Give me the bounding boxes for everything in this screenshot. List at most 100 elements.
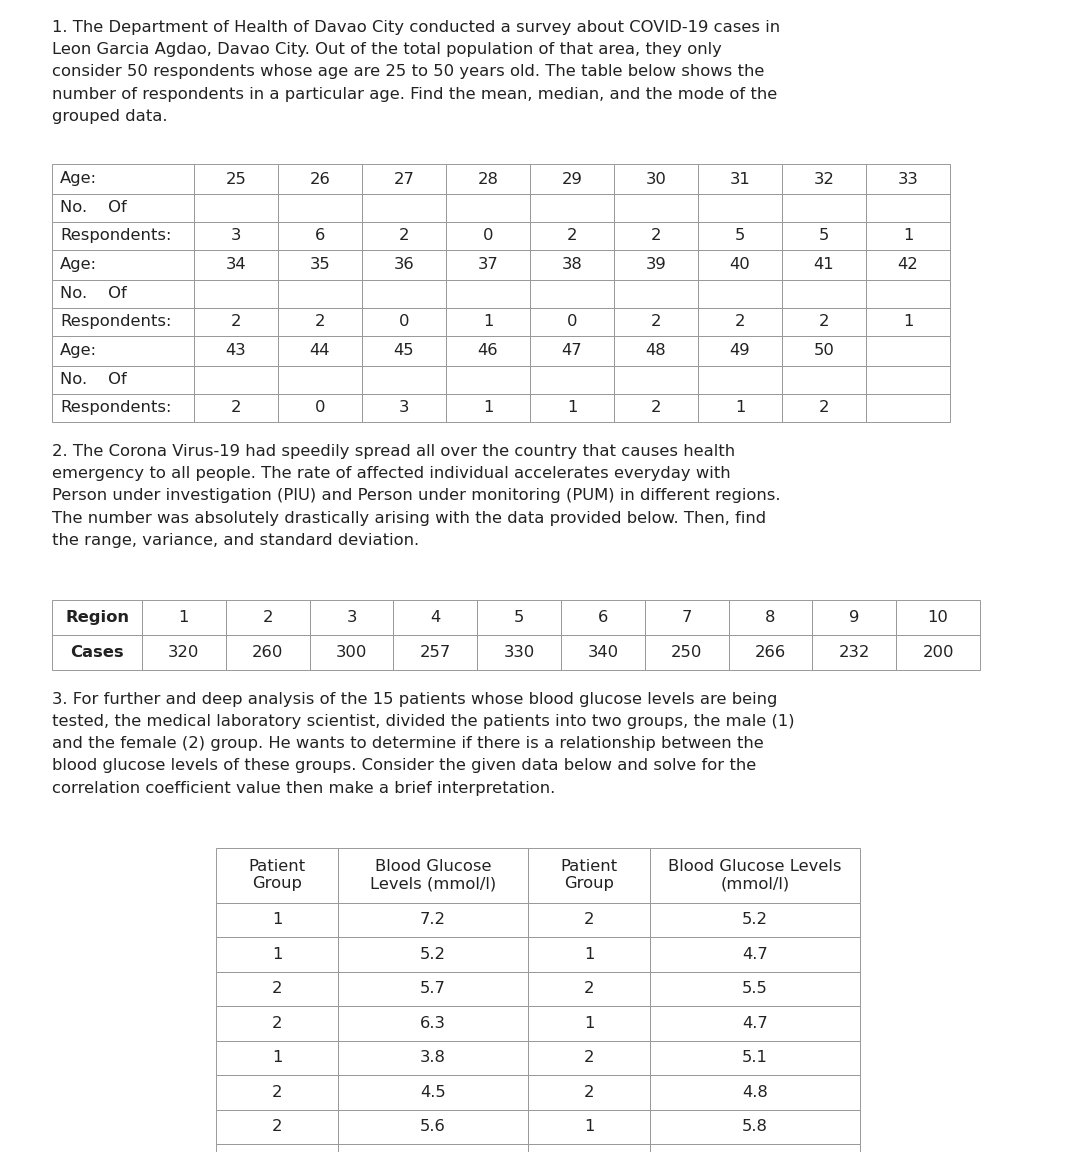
Text: 4.8: 4.8	[742, 1085, 768, 1100]
Text: 42: 42	[897, 258, 919, 273]
Bar	[866, 308, 950, 336]
Bar	[528, 937, 650, 971]
Bar	[278, 336, 362, 366]
Text: Respondents:: Respondents:	[60, 228, 171, 243]
Bar	[278, 164, 362, 194]
Bar	[698, 336, 782, 366]
Bar	[142, 600, 226, 635]
Text: 30: 30	[646, 172, 666, 187]
Bar	[216, 971, 338, 1006]
Text: 0: 0	[483, 228, 493, 243]
Bar	[52, 336, 194, 366]
Bar	[530, 250, 614, 280]
Bar	[194, 164, 278, 194]
Text: Patient
Group: Patient Group	[561, 859, 618, 892]
Text: 1: 1	[567, 401, 577, 416]
Bar	[530, 336, 614, 366]
Text: 1: 1	[903, 228, 914, 243]
Bar	[226, 600, 310, 635]
Text: 2: 2	[584, 982, 594, 996]
Bar	[614, 308, 698, 336]
Bar	[528, 902, 650, 937]
Bar	[52, 600, 142, 635]
Text: 2: 2	[315, 314, 325, 329]
Bar	[530, 308, 614, 336]
Bar	[782, 222, 866, 250]
Bar	[338, 971, 528, 1006]
Text: 2: 2	[272, 1120, 282, 1135]
Bar	[698, 194, 782, 222]
Bar	[528, 1109, 650, 1144]
Bar	[866, 250, 950, 280]
Bar	[338, 937, 528, 971]
Bar	[698, 280, 782, 308]
Text: 5.2: 5.2	[742, 912, 768, 927]
Bar	[561, 635, 645, 669]
Bar	[338, 1040, 528, 1075]
Text: 2: 2	[272, 1085, 282, 1100]
Bar	[362, 394, 445, 422]
Bar	[530, 222, 614, 250]
Text: 4.5: 4.5	[420, 1085, 445, 1100]
Text: 2: 2	[819, 314, 830, 329]
Text: No.    Of: No. Of	[60, 287, 127, 302]
Bar	[650, 937, 860, 971]
Text: 6: 6	[597, 609, 608, 624]
Text: 2: 2	[651, 314, 662, 329]
Bar	[445, 336, 530, 366]
Text: 0: 0	[315, 401, 325, 416]
Text: 2: 2	[819, 401, 830, 416]
Text: 5.8: 5.8	[742, 1120, 768, 1135]
Text: 2: 2	[584, 912, 594, 927]
Bar	[812, 600, 896, 635]
Bar	[530, 194, 614, 222]
Bar	[528, 971, 650, 1006]
Text: 9: 9	[849, 609, 860, 624]
Bar	[782, 366, 866, 394]
Bar	[896, 600, 980, 635]
Text: 2: 2	[399, 228, 409, 243]
Bar	[52, 366, 194, 394]
Text: 4: 4	[430, 609, 440, 624]
Text: 320: 320	[168, 645, 199, 660]
Bar	[362, 366, 445, 394]
Bar	[445, 194, 530, 222]
Text: 2: 2	[230, 314, 241, 329]
Text: 5: 5	[819, 228, 830, 243]
Bar	[650, 1144, 860, 1152]
Text: 260: 260	[252, 645, 283, 660]
Bar	[728, 635, 812, 669]
Text: 1: 1	[272, 912, 282, 927]
Text: 48: 48	[646, 343, 666, 358]
Text: 2: 2	[567, 228, 577, 243]
Text: No.    Of: No. Of	[60, 200, 127, 215]
Text: Blood Glucose Levels
(mmol/l): Blood Glucose Levels (mmol/l)	[668, 859, 841, 892]
Bar	[812, 635, 896, 669]
Bar	[216, 1144, 338, 1152]
Bar	[782, 336, 866, 366]
Text: 50: 50	[813, 343, 834, 358]
Bar	[698, 394, 782, 422]
Bar	[528, 1006, 650, 1040]
Text: 33: 33	[897, 172, 919, 187]
Bar	[650, 1109, 860, 1144]
Bar	[698, 222, 782, 250]
Text: 41: 41	[813, 258, 834, 273]
Text: Respondents:: Respondents:	[60, 401, 171, 416]
Bar	[445, 308, 530, 336]
Text: 1: 1	[272, 947, 282, 962]
Text: 4.7: 4.7	[742, 1016, 768, 1031]
Text: 4.7: 4.7	[742, 947, 768, 962]
Bar	[866, 366, 950, 394]
Bar	[278, 366, 362, 394]
Bar	[52, 308, 194, 336]
Bar	[445, 250, 530, 280]
Text: 1: 1	[584, 1120, 594, 1135]
Text: 1: 1	[584, 947, 594, 962]
Text: 32: 32	[813, 172, 834, 187]
Bar	[216, 937, 338, 971]
Bar	[278, 194, 362, 222]
Bar	[530, 394, 614, 422]
Bar	[278, 280, 362, 308]
Text: Age:: Age:	[60, 172, 97, 187]
